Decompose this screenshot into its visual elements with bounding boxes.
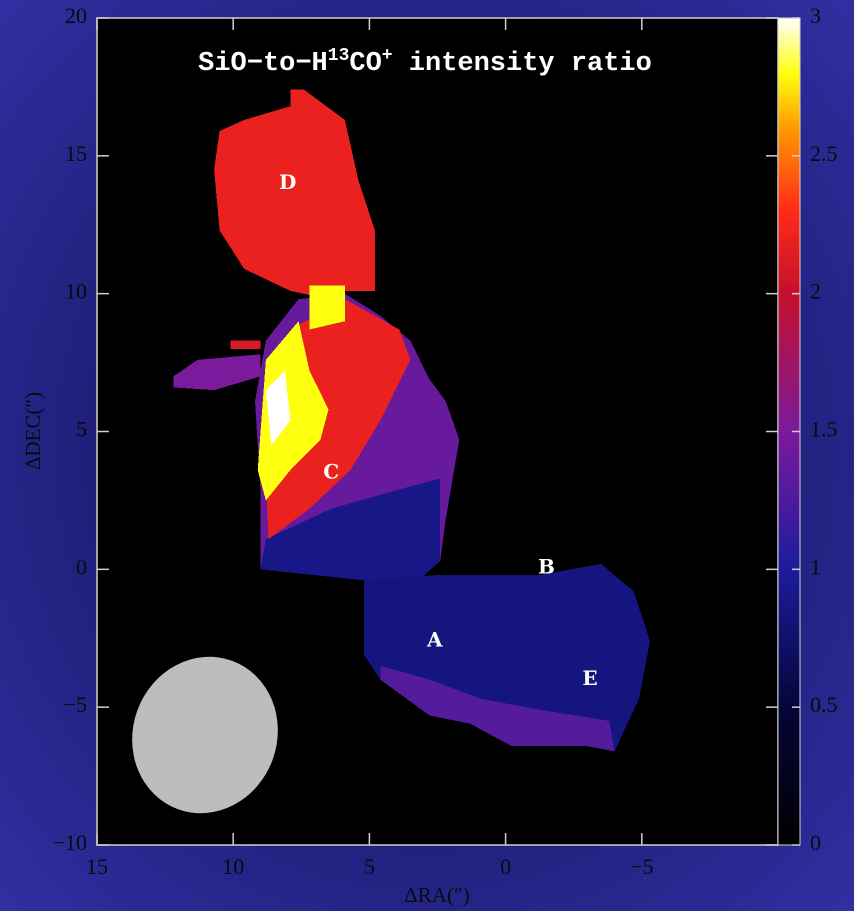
colorbar-tick-label: 1.5 — [810, 417, 838, 442]
colorbar-tick-label: 2.5 — [810, 141, 838, 166]
x-tick-label: 0 — [500, 854, 511, 879]
colorbar-tick-label: 3 — [810, 3, 821, 28]
title-part: SiO−to−H — [198, 49, 328, 79]
region-label: A — [426, 628, 443, 652]
title-part: 13 — [328, 46, 350, 66]
colorbar-tick-label: 2 — [810, 279, 821, 304]
map-region — [230, 341, 260, 349]
region-label: C — [323, 459, 339, 483]
colorbar-tick-label: 0 — [810, 830, 821, 855]
x-tick-label: 15 — [86, 854, 108, 879]
x-axis-label: ΔRA(″) — [404, 883, 469, 907]
colorbar-tick-label: 1 — [810, 554, 821, 579]
y-tick-label: 15 — [65, 141, 87, 166]
chart-title: SiO−to−H13CO+ intensity ratio — [198, 46, 652, 79]
y-axis-label: ΔDEC(″) — [21, 392, 45, 470]
region-label: B — [538, 554, 555, 578]
y-tick-label: 5 — [76, 417, 87, 442]
title-part: CO — [349, 49, 381, 79]
colorbar-tick-label: 0.5 — [810, 692, 838, 717]
y-tick-label: 20 — [65, 3, 87, 28]
y-tick-label: −10 — [53, 830, 87, 855]
title-part: intensity ratio — [393, 49, 652, 79]
y-tick-label: 10 — [65, 279, 87, 304]
y-tick-label: 0 — [76, 554, 87, 579]
x-tick-label: 10 — [222, 854, 244, 879]
region-label: E — [582, 666, 597, 690]
y-tick-label: −5 — [64, 692, 87, 717]
x-tick-label: −5 — [630, 854, 653, 879]
x-tick-label: 5 — [364, 854, 375, 879]
title-part: + — [382, 46, 393, 66]
region-label: D — [279, 170, 296, 194]
